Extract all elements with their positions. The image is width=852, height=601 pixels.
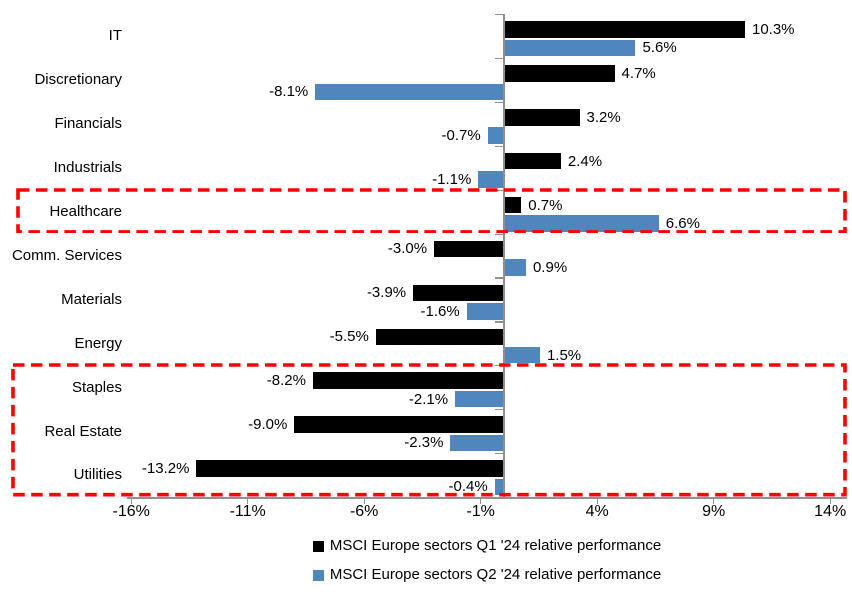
y-axis-tick [495,101,503,104]
x-axis-tick-label: 9% [702,503,726,520]
q1-bar [505,65,615,82]
q1-bar [434,240,504,258]
q2-bar [478,171,504,188]
y-axis-tick [495,365,503,367]
category-label: Materials [61,290,122,308]
y-axis-tick [495,277,503,279]
value-label: -1.1% [432,171,472,189]
value-label: 10.3% [751,20,795,38]
x-axis-tick [829,497,831,504]
x-axis-tick-label: -11% [229,503,266,520]
legend-item-q1: MSCI Europe sectors Q1 '24 relative perf… [312,537,662,555]
x-axis-tick [247,497,249,504]
y-axis-tick [495,145,503,147]
q1-bar [505,21,745,38]
y-axis-tick [495,189,503,191]
y-axis-tick [495,14,503,16]
y-axis-tick [495,233,503,235]
category-label: Discretionary [34,71,122,89]
legend-swatch-q2-icon [312,569,324,581]
category-label: IT [108,27,122,45]
category-label: Industrials [53,159,122,177]
q2-bar [466,303,504,320]
x-axis-line [127,497,847,499]
q2-bar [505,39,636,57]
legend-item-q2: MSCI Europe sectors Q2 '24 relative perf… [312,566,662,584]
value-label: 0.7% [528,196,563,214]
category-label: Financials [54,115,122,133]
value-label: -3.0% [387,240,428,258]
value-label: 1.5% [546,346,582,364]
category-label: Healthcare [49,203,122,221]
value-label: -2.3% [404,434,444,452]
legend-label-q2: MSCI Europe sectors Q2 '24 relative perf… [329,566,662,583]
q2-bar [450,434,504,452]
value-label: -1.6% [420,302,460,320]
x-axis-tick [713,497,715,504]
q2-bar [315,83,504,100]
value-label: -8.2% [266,372,306,390]
value-label: -9.0% [248,416,288,434]
x-axis-tick [480,497,482,504]
q1-bar [196,460,504,477]
x-axis-tick [363,497,365,504]
x-axis-tick-label: 4% [585,503,609,520]
value-label: 5.6% [642,39,677,57]
y-axis-tick [495,57,503,60]
legend-swatch-q1-icon [312,540,324,552]
y-axis-tick [495,496,503,499]
value-label: -3.9% [366,284,407,302]
y-axis-tick [495,321,503,323]
q2-bar [505,215,659,232]
value-label: 6.6% [665,214,700,232]
q2-bar [505,259,526,276]
legend-label-q1: MSCI Europe sectors Q1 '24 relative perf… [329,537,662,554]
value-label: -2.1% [408,390,449,408]
value-label: 3.2% [586,108,621,126]
category-label: Staples [71,378,122,396]
category-label: Real Estate [44,422,122,440]
q1-bar [505,196,522,214]
category-label: Energy [74,334,122,352]
q1-bar [294,416,504,433]
value-label: -0.4% [448,478,488,496]
q1-bar [505,109,580,126]
value-label: -0.7% [441,127,481,145]
value-label: 4.7% [621,64,656,82]
y-axis-tick [495,409,503,411]
q2-bar [455,390,504,408]
y-axis-tick [495,453,503,455]
value-label: -8.1% [269,83,309,101]
x-axis-tick [596,497,598,504]
x-axis-tick-label: 14% [814,503,847,520]
q1-bar [312,372,504,389]
q1-bar [413,284,504,302]
value-label: 0.9% [532,258,568,276]
legend: MSCI Europe sectors Q1 '24 relative perf… [127,537,847,584]
q2-bar [487,127,504,144]
x-axis-tick [130,497,132,504]
q1-bar [505,152,561,170]
q2-bar [505,346,540,364]
value-label: 2.4% [567,152,603,170]
value-label: -13.2% [141,459,190,477]
category-label: Comm. Services [11,246,122,264]
x-axis-tick-label: -6% [349,503,379,520]
x-axis-tick-label: -16% [112,503,150,520]
q1-bar [375,328,504,345]
x-axis-tick-label: -1% [466,503,495,520]
value-label: -5.5% [329,328,369,346]
y-axis-line [503,14,505,498]
